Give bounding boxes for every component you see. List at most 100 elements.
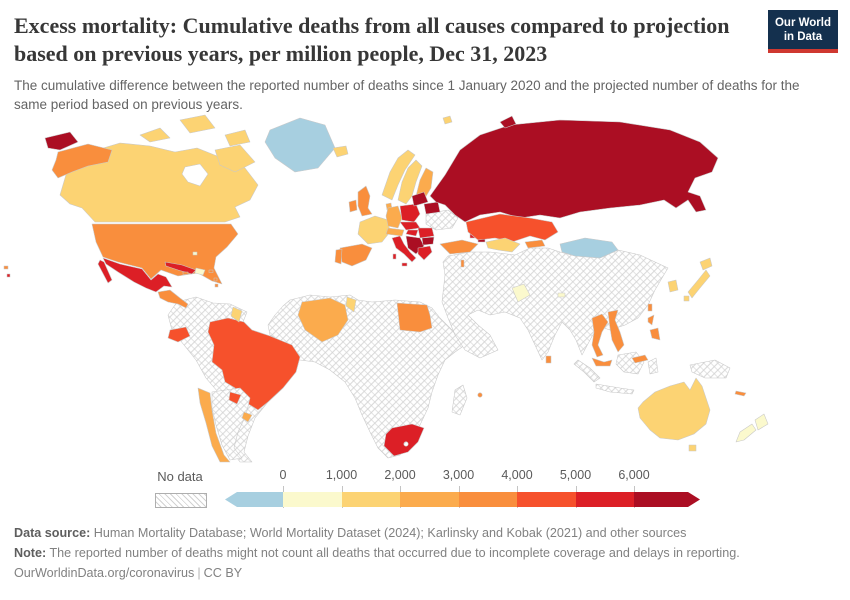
country-australia-tasmania[interactable] xyxy=(688,444,697,452)
country-new-zealand-north[interactable] xyxy=(754,413,769,431)
country-turkey[interactable] xyxy=(439,239,479,255)
pacific-island-speck-1[interactable] xyxy=(3,265,9,270)
country-austria-switzerland[interactable] xyxy=(385,227,405,237)
country-indonesia-java[interactable] xyxy=(595,383,635,395)
country-romania[interactable] xyxy=(417,227,435,239)
canada-arctic-island-3[interactable] xyxy=(224,129,251,147)
country-portugal[interactable] xyxy=(334,248,343,265)
owid-logo[interactable]: Our World in Data xyxy=(767,10,838,53)
country-argentina[interactable] xyxy=(211,387,251,461)
country-japan-hokkaido[interactable] xyxy=(699,257,713,271)
country-chile[interactable] xyxy=(197,387,231,463)
country-russia[interactable] xyxy=(429,119,719,223)
region-baltics[interactable] xyxy=(411,191,429,207)
legend-swatch-b2000[interactable] xyxy=(400,492,459,507)
legend-swatch-b0[interactable] xyxy=(283,492,342,507)
country-indonesia-sulawesi[interactable] xyxy=(647,357,659,375)
country-guyana[interactable] xyxy=(230,306,243,323)
canada-baffin-island[interactable] xyxy=(214,144,256,173)
country-ecuador[interactable] xyxy=(167,326,191,343)
country-bulgaria[interactable] xyxy=(421,236,435,246)
country-greece[interactable] xyxy=(417,245,433,261)
country-spain[interactable] xyxy=(339,243,373,267)
legend-swatch-b6000[interactable] xyxy=(634,492,700,507)
region-central-america[interactable] xyxy=(157,289,189,309)
country-poland[interactable] xyxy=(399,203,421,223)
country-ireland[interactable] xyxy=(348,199,358,213)
country-italy-sicily[interactable] xyxy=(401,262,408,267)
country-philippines-luzon[interactable] xyxy=(647,314,655,326)
country-kyrgyzstan[interactable] xyxy=(524,239,546,249)
canada-arctic-island-2[interactable] xyxy=(179,114,216,134)
country-uruguay[interactable] xyxy=(241,411,253,423)
country-egypt[interactable] xyxy=(396,302,433,333)
country-mexico-baja[interactable] xyxy=(97,259,113,284)
country-vietnam[interactable] xyxy=(607,309,625,353)
country-new-guinea[interactable] xyxy=(689,359,731,379)
country-italy[interactable] xyxy=(391,235,417,263)
country-greenland[interactable] xyxy=(264,117,336,173)
country-italy-sardinia[interactable] xyxy=(392,253,397,260)
region-asia-no-data[interactable] xyxy=(441,247,669,361)
country-kazakhstan[interactable] xyxy=(465,213,559,243)
footer-url[interactable]: OurWorldinData.org/coronavirus xyxy=(14,566,195,580)
legend-swatch-b3000[interactable] xyxy=(458,492,517,507)
country-taiwan[interactable] xyxy=(647,303,653,312)
country-lesotho[interactable] xyxy=(403,441,409,447)
country-oman[interactable] xyxy=(511,283,531,303)
country-paraguay[interactable] xyxy=(228,391,242,405)
country-iceland[interactable] xyxy=(332,145,349,158)
country-israel[interactable] xyxy=(460,259,465,268)
country-algeria[interactable] xyxy=(297,297,349,343)
country-sri-lanka[interactable] xyxy=(545,355,552,364)
country-russia-chukotka[interactable] xyxy=(44,131,79,151)
country-russia-novaya-zemlya[interactable] xyxy=(499,115,517,129)
country-norway[interactable] xyxy=(381,149,416,201)
country-malaysia[interactable] xyxy=(591,357,613,367)
pacific-island-speck-2[interactable] xyxy=(6,273,11,278)
country-philippines-mindanao[interactable] xyxy=(649,327,661,341)
country-lesser-antilles-1[interactable] xyxy=(213,277,218,282)
country-sweden[interactable] xyxy=(397,159,423,205)
country-ukraine[interactable] xyxy=(425,209,459,231)
country-usa[interactable] xyxy=(91,223,239,285)
country-uk[interactable] xyxy=(357,185,373,217)
country-madagascar[interactable] xyxy=(451,384,468,416)
canada-arctic-island-1[interactable] xyxy=(139,127,171,143)
legend-swatch-neg[interactable] xyxy=(225,492,283,507)
country-uzbekistan[interactable] xyxy=(485,237,521,253)
country-mongolia[interactable] xyxy=(559,237,619,259)
legend-swatch-b4000[interactable] xyxy=(517,492,576,507)
country-south-africa[interactable] xyxy=(383,423,425,457)
country-germany[interactable] xyxy=(385,205,403,229)
country-south-korea[interactable] xyxy=(667,279,679,293)
country-czechia-slovakia[interactable] xyxy=(399,221,421,231)
country-bahamas[interactable] xyxy=(192,251,198,256)
country-tunisia[interactable] xyxy=(345,296,357,313)
legend-swatch-b1000[interactable] xyxy=(341,492,400,507)
country-australia[interactable] xyxy=(637,377,711,441)
country-belarus[interactable] xyxy=(423,201,441,215)
country-alaska[interactable] xyxy=(51,143,113,179)
region-africa-no-data[interactable] xyxy=(267,294,466,459)
country-indonesia-borneo[interactable] xyxy=(615,351,645,375)
country-mexico[interactable] xyxy=(102,257,173,293)
country-lesser-antilles-2[interactable] xyxy=(214,283,219,288)
legend-no-data-swatch[interactable] xyxy=(155,493,207,508)
country-hungary[interactable] xyxy=(405,229,419,237)
country-thailand[interactable] xyxy=(591,313,609,358)
country-malaysia-east[interactable] xyxy=(631,354,649,364)
country-mauritius[interactable] xyxy=(477,392,483,398)
country-puerto-rico[interactable] xyxy=(208,269,214,273)
country-japan-kyushu[interactable] xyxy=(683,295,690,302)
country-new-caledonia[interactable] xyxy=(734,390,747,397)
country-indonesia-sumatra[interactable] xyxy=(573,359,601,383)
legend-swatch-b5000[interactable] xyxy=(575,492,634,507)
country-jamaica[interactable] xyxy=(182,271,189,275)
country-japan-honshu[interactable] xyxy=(687,269,711,299)
country-new-zealand-south[interactable] xyxy=(735,423,757,443)
country-hispaniola[interactable] xyxy=(194,267,206,276)
country-canada[interactable] xyxy=(59,142,259,223)
country-brazil[interactable] xyxy=(207,317,301,411)
country-bhutan[interactable] xyxy=(557,292,566,298)
